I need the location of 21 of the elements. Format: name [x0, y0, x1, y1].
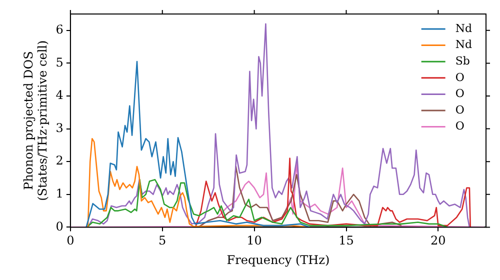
x-tick-label: 10 — [246, 234, 262, 248]
legend-label: O — [455, 70, 464, 84]
legend-label: O — [455, 87, 464, 100]
y-tick-label: 2 — [56, 154, 64, 168]
legend-label: O — [455, 120, 464, 133]
x-tick-label: 5 — [158, 234, 166, 248]
legend-label: Nd — [455, 22, 472, 35]
y-tick-label: 4 — [56, 88, 64, 102]
y-tick-label: 1 — [56, 186, 64, 201]
x-tick-label: 0 — [66, 234, 74, 248]
y-tick-label: 5 — [56, 55, 64, 70]
legend-label: Sb — [455, 54, 470, 68]
x-tick-label: 15 — [338, 234, 354, 248]
x-axis-title: Frequency (THz) — [226, 252, 330, 267]
y-tick-label: 6 — [56, 22, 64, 37]
y-tick-label: 3 — [56, 120, 64, 135]
y-axis-title: Phonon projected DOS (States/THz·primitive cell) — [21, 40, 50, 201]
y-tick-label: 0 — [56, 219, 64, 234]
legend-label: O — [455, 103, 464, 116]
x-tick-label: 20 — [430, 234, 446, 248]
legend-label: Nd — [455, 38, 472, 52]
